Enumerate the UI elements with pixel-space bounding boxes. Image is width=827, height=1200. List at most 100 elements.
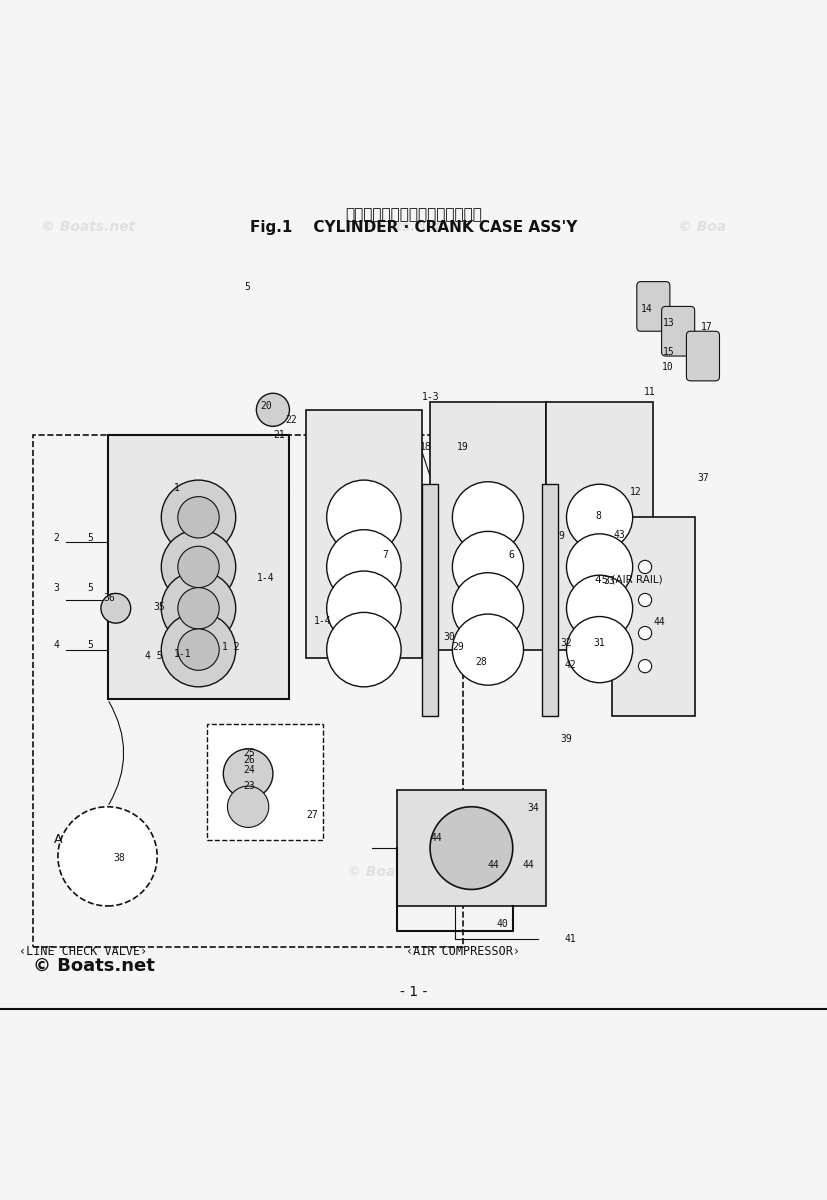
Text: © Boa: © Boa (678, 220, 726, 234)
Text: 7: 7 (382, 550, 388, 559)
Text: 44: 44 (488, 859, 500, 870)
Text: 14: 14 (641, 304, 653, 314)
Text: 32: 32 (560, 638, 571, 648)
Circle shape (161, 480, 236, 554)
FancyBboxPatch shape (637, 282, 670, 331)
Circle shape (566, 534, 633, 600)
Bar (542, 485, 558, 715)
Bar (74, 840, 141, 872)
Text: 38: 38 (113, 853, 125, 863)
Text: 35: 35 (153, 601, 165, 612)
Text: 21: 21 (273, 430, 284, 439)
Circle shape (178, 629, 219, 671)
Circle shape (327, 612, 401, 686)
Text: 1-1: 1-1 (174, 649, 191, 659)
Text: 23: 23 (243, 781, 255, 791)
Text: 20: 20 (261, 401, 272, 410)
Text: 12: 12 (630, 487, 642, 498)
Text: 41: 41 (564, 934, 576, 944)
Circle shape (178, 497, 219, 538)
Circle shape (566, 485, 633, 551)
Text: 44: 44 (430, 833, 442, 844)
Text: 6: 6 (509, 550, 514, 559)
Circle shape (227, 786, 269, 828)
Circle shape (452, 572, 523, 644)
Circle shape (638, 660, 652, 673)
Text: 40: 40 (496, 919, 508, 929)
Bar (430, 402, 546, 649)
Text: 5: 5 (87, 533, 93, 542)
Text: © Boa: © Boa (347, 559, 395, 572)
Text: - 1 -: - 1 - (399, 984, 428, 998)
Text: 22: 22 (285, 415, 297, 425)
Text: 26: 26 (243, 755, 255, 764)
Text: 36: 36 (103, 593, 115, 602)
Circle shape (452, 614, 523, 685)
Text: 3: 3 (54, 582, 60, 593)
Text: 45 (AIR RAIL): 45 (AIR RAIL) (595, 575, 663, 584)
Text: 9: 9 (558, 532, 564, 541)
Text: 4 5: 4 5 (145, 652, 162, 661)
Circle shape (327, 571, 401, 646)
Text: 8: 8 (595, 511, 601, 521)
Circle shape (178, 588, 219, 629)
Circle shape (161, 612, 236, 686)
Text: 5: 5 (87, 582, 93, 593)
Text: 28: 28 (476, 658, 487, 667)
Text: 5: 5 (244, 282, 250, 293)
Text: 1-4: 1-4 (256, 572, 274, 583)
Circle shape (161, 571, 236, 646)
Circle shape (566, 617, 633, 683)
Text: 1 2: 1 2 (222, 642, 239, 652)
Text: 34: 34 (528, 803, 539, 814)
Text: 27: 27 (306, 810, 318, 820)
Text: 39: 39 (561, 734, 572, 744)
Text: © Boats.net: © Boats.net (347, 220, 442, 234)
Circle shape (638, 626, 652, 640)
Text: 13: 13 (663, 318, 675, 328)
Circle shape (327, 480, 401, 554)
Text: 19: 19 (457, 442, 468, 452)
Text: 18: 18 (420, 442, 432, 452)
Text: 11: 11 (643, 386, 655, 397)
Text: 33: 33 (604, 576, 615, 586)
Bar (546, 402, 653, 649)
Text: A: A (54, 833, 62, 846)
Text: © Boats.net: © Boats.net (41, 220, 136, 234)
Circle shape (638, 560, 652, 574)
Text: 1: 1 (174, 484, 179, 493)
Circle shape (566, 575, 633, 641)
Text: 42: 42 (564, 660, 576, 670)
Text: © Boats.net: © Boats.net (33, 958, 155, 976)
Circle shape (327, 529, 401, 604)
Text: 1-4: 1-4 (314, 616, 332, 625)
Text: 24: 24 (243, 764, 255, 774)
Text: 30: 30 (443, 632, 455, 642)
Text: 43: 43 (614, 530, 625, 540)
Text: 10: 10 (662, 361, 673, 372)
Bar (612, 517, 695, 715)
Text: 17: 17 (701, 322, 713, 332)
Circle shape (101, 593, 131, 623)
Text: ‹AIR COMPRESSOR›: ‹AIR COMPRESSOR› (406, 944, 520, 958)
Text: 2: 2 (54, 533, 60, 542)
Bar (422, 485, 438, 715)
Circle shape (58, 806, 157, 906)
Circle shape (452, 532, 523, 602)
Text: 37: 37 (697, 473, 709, 482)
Text: 4: 4 (54, 641, 60, 650)
Text: 29: 29 (452, 642, 464, 652)
Circle shape (256, 394, 289, 426)
FancyBboxPatch shape (686, 331, 719, 380)
Circle shape (430, 806, 513, 889)
Text: 44: 44 (523, 859, 534, 870)
Text: 1-3: 1-3 (422, 392, 439, 402)
Circle shape (178, 546, 219, 588)
Text: © Boa: © Boa (347, 865, 395, 878)
Text: Fig.1    CYLINDER · CRANK CASE ASS'Y: Fig.1 CYLINDER · CRANK CASE ASS'Y (250, 220, 577, 234)
Text: 31: 31 (594, 638, 605, 648)
Bar (207, 724, 323, 840)
Circle shape (161, 529, 236, 604)
Text: 15: 15 (663, 347, 675, 356)
Text: 44: 44 (653, 617, 665, 628)
